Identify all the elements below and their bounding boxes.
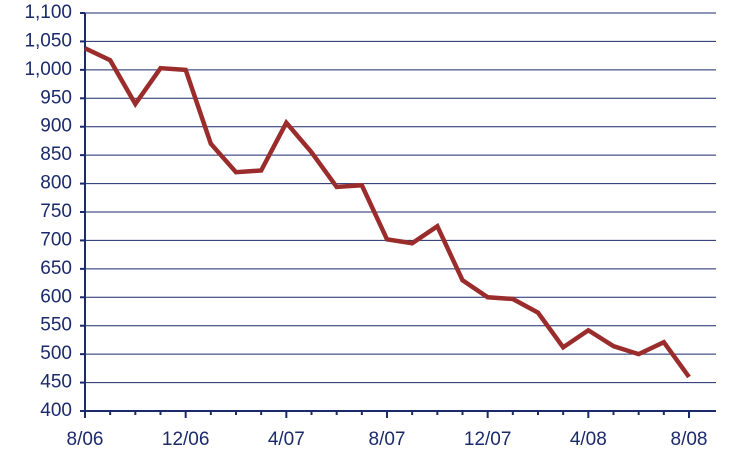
y-tick-label: 700: [40, 229, 72, 250]
y-tick-label: 800: [40, 173, 72, 194]
data-line: [84, 46, 691, 379]
y-tick-label: 600: [40, 286, 72, 307]
y-tick-label: 850: [40, 144, 72, 165]
x-tick-label: 8/07: [369, 429, 406, 450]
x-tick-label: 4/07: [268, 429, 305, 450]
y-tick-label: 1,100: [24, 2, 72, 23]
y-tick-label: 900: [40, 116, 72, 137]
y-tick-label: 1,050: [24, 30, 72, 51]
y-tick-label: 550: [40, 315, 72, 336]
y-tick-label: 400: [40, 400, 72, 421]
y-tick-label: 650: [40, 258, 72, 279]
y-tick-label: 450: [40, 372, 72, 393]
y-tick-label: 1,000: [24, 59, 72, 80]
y-tick-label: 950: [40, 87, 72, 108]
x-tick-label: 12/07: [464, 429, 512, 450]
x-tick-label: 4/08: [570, 429, 607, 450]
y-tick-label: 500: [40, 343, 72, 364]
x-tick-label: 12/06: [162, 429, 210, 450]
x-tick-label: 8/08: [671, 429, 708, 450]
y-tick-label: 750: [40, 201, 72, 222]
x-tick-label: 8/06: [67, 429, 104, 450]
